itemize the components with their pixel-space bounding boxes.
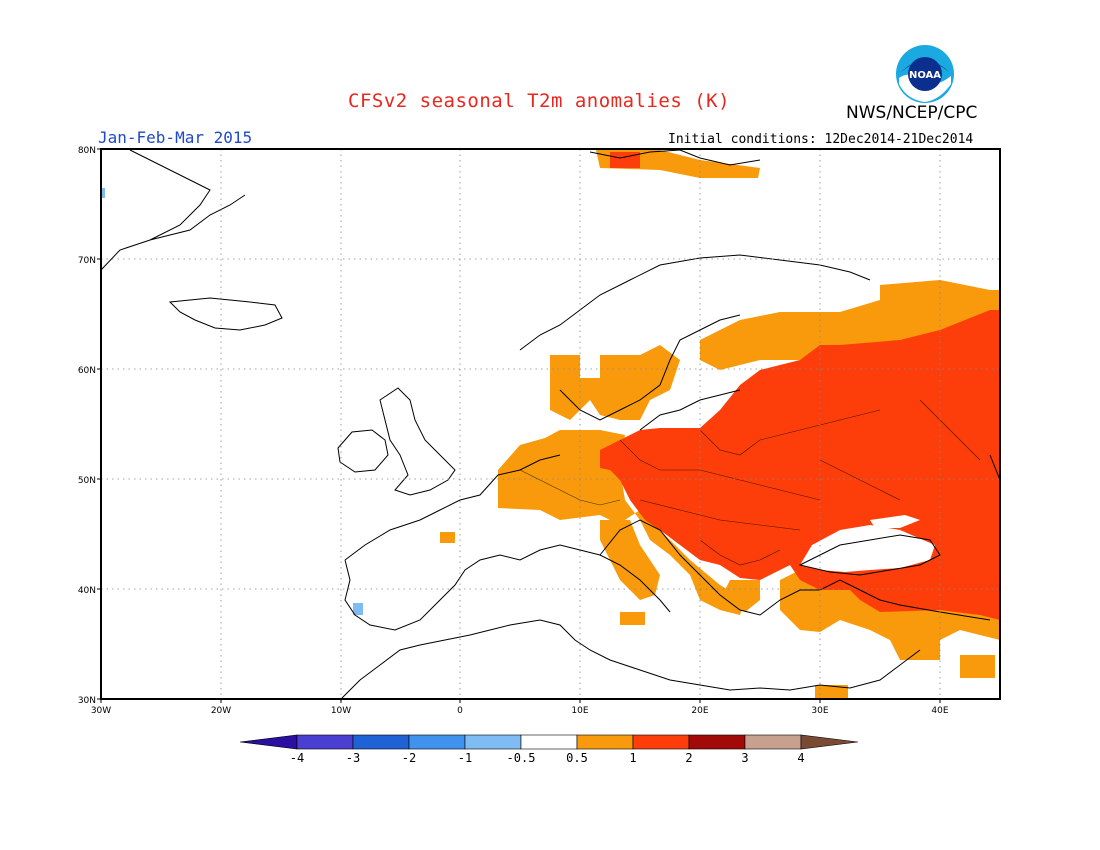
colorbar-swatch <box>744 734 802 750</box>
colorbar-label: -3 <box>346 751 360 765</box>
colorbar-label: 4 <box>797 751 804 765</box>
latitude-labels: 80N 70N 60N 50N 40N 30N <box>78 146 96 706</box>
lat-label: 30N <box>78 696 96 706</box>
map-plot-area <box>100 148 1001 701</box>
noaa-logo: NOAA <box>896 45 954 103</box>
colorbar-swatch <box>632 734 690 750</box>
lon-label: 30W <box>91 706 111 716</box>
longitude-ticks <box>100 699 941 703</box>
colorbar-swatch <box>464 734 522 750</box>
lat-label: 80N <box>78 146 96 156</box>
latitude-ticks <box>97 148 101 700</box>
gridlines <box>101 149 1000 699</box>
initial-conditions: Initial conditions: 12Dec2014-21Dec2014 <box>668 132 974 147</box>
lon-label: 20E <box>691 706 708 716</box>
sea-masks <box>690 380 935 572</box>
colorbar-label: 2 <box>685 751 692 765</box>
logo-text: NOAA <box>909 70 941 81</box>
longitude-labels: 30W 20W 10W 0 10E 20E 30E 40E <box>91 706 949 716</box>
lon-label: 0 <box>457 706 463 716</box>
lat-label: 60N <box>78 366 96 376</box>
colorbar-swatch <box>408 734 466 750</box>
lat-label: 50N <box>78 476 96 486</box>
colorbar: -4 -3 -2 -1 -0.5 0.5 1 2 3 4 <box>239 734 859 765</box>
colorbar-end-high <box>800 734 859 750</box>
lon-label: 40E <box>931 706 948 716</box>
lon-label: 30E <box>811 706 828 716</box>
colorbar-swatch <box>576 734 634 750</box>
colorbar-end-low <box>239 734 298 750</box>
colorbar-label: -1 <box>458 751 472 765</box>
colorbar-label: -2 <box>402 751 416 765</box>
lon-label: 10E <box>571 706 588 716</box>
map-frame <box>100 148 1001 700</box>
country-borders <box>519 399 981 566</box>
colorbar-label: 0.5 <box>566 751 588 765</box>
chart-title: CFSv2 seasonal T2m anomalies (K) <box>348 90 731 112</box>
lon-label: 10W <box>331 706 351 716</box>
colorbar-label: -0.5 <box>507 751 536 765</box>
colorbar-swatch <box>352 734 410 750</box>
colorbar-label: 1 <box>629 751 636 765</box>
colorbar-swatch <box>520 734 578 750</box>
colorbar-swatch <box>688 734 746 750</box>
colorbar-swatch <box>296 734 354 750</box>
lat-label: 70N <box>78 256 96 266</box>
lon-label: 20W <box>211 706 231 716</box>
anomaly-region-cool <box>101 188 363 615</box>
lat-label: 40N <box>78 586 96 596</box>
colorbar-label: -4 <box>290 751 304 765</box>
forecast-period: Jan-Feb-Mar 2015 <box>98 128 253 147</box>
agency-label: NWS/NCEP/CPC <box>846 103 978 123</box>
colorbar-label: 3 <box>741 751 748 765</box>
